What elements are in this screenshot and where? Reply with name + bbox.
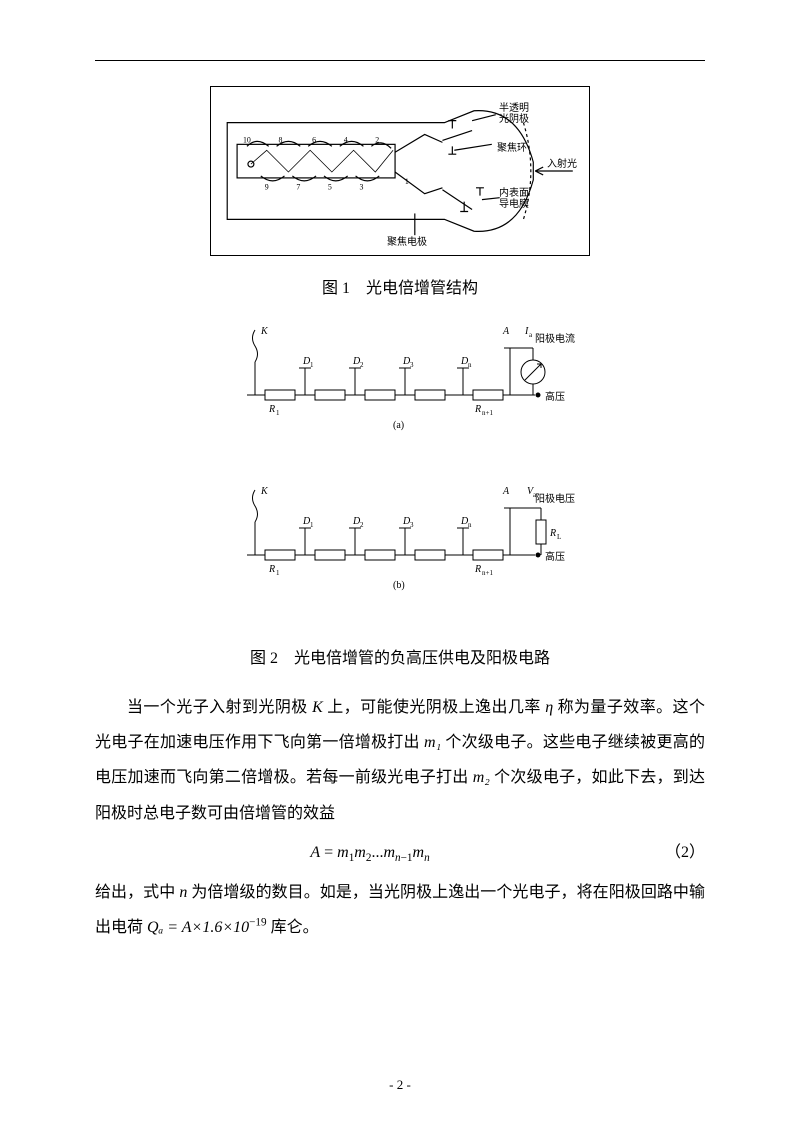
p1-a: 当一个光子入射到光阴极: [127, 699, 312, 716]
svg-text:a: a: [529, 331, 533, 339]
p2-Qa: Qₐ: [147, 919, 163, 936]
paragraph-2: 给出，式中 n 为倍增级的数目。如是，当光阴极上逸出一个光电子，将在阳极回路中输…: [95, 875, 705, 945]
svg-text:阳极电压: 阳极电压: [535, 492, 575, 505]
figure-2: K A Ia D1 D2 D3 Dn R1 Rn+1 (a) 阳极电流 高压 K…: [225, 320, 575, 630]
page-number: - 2 -: [0, 1077, 800, 1093]
figure-1-box: 10 8 6 4 2 9 7 5 3 1 半透明 光阴极 聚焦环 入射光 内表面…: [210, 86, 590, 256]
fig1-label-cathode: 半透明 光阴极: [499, 103, 529, 125]
svg-text:L: L: [557, 533, 561, 541]
svg-text:R: R: [474, 564, 481, 575]
header-rule: [95, 60, 705, 61]
svg-text:7: 7: [296, 183, 300, 192]
figure-2-svg: K A Ia D1 D2 D3 Dn R1 Rn+1 (a) 阳极电流 高压 K…: [225, 320, 575, 630]
svg-text:1: 1: [276, 409, 280, 417]
svg-text:1: 1: [276, 569, 280, 577]
svg-text:3: 3: [410, 361, 414, 369]
svg-text:(b): (b): [393, 580, 405, 591]
equation-number: （2）: [645, 835, 705, 870]
svg-text:高压: 高压: [545, 550, 565, 563]
figure-1-caption: 图 1 光电倍增管结构: [95, 274, 705, 298]
svg-text:A: A: [502, 486, 510, 497]
svg-text:2: 2: [375, 135, 379, 144]
svg-text:1: 1: [310, 361, 314, 369]
svg-text:1: 1: [405, 177, 409, 186]
svg-text:R: R: [268, 404, 275, 415]
svg-text:K: K: [260, 486, 269, 497]
p2-c: 库仑。: [267, 919, 319, 936]
svg-text:n+1: n+1: [482, 409, 493, 417]
svg-text:2: 2: [360, 361, 364, 369]
svg-text:n+1: n+1: [482, 569, 493, 577]
fig1-label-incident: 入射光: [547, 155, 577, 170]
fig1-label-focus-ring: 聚焦环: [497, 139, 527, 154]
svg-text:1: 1: [310, 521, 314, 529]
p2-eq: = A×1.6×10: [163, 919, 249, 936]
figure-2-caption: 图 2 光电倍增管的负高压供电及阳极电路: [95, 644, 705, 668]
p1-m2: m₂: [473, 769, 490, 786]
p1-b: 上，可能使光阴极上逸出几率: [323, 699, 545, 716]
fig1-label-inner: 内表面 导电膜: [499, 188, 529, 210]
svg-text:n: n: [468, 361, 472, 369]
svg-text:K: K: [260, 326, 269, 337]
svg-text:阳极电流: 阳极电流: [535, 332, 575, 345]
p1-eta: η: [545, 699, 553, 716]
svg-text:(a): (a): [393, 420, 404, 431]
p1-K: K: [312, 699, 323, 716]
svg-text:R: R: [474, 404, 481, 415]
svg-text:8: 8: [279, 135, 283, 144]
svg-text:R: R: [268, 564, 275, 575]
svg-text:高压: 高压: [545, 390, 565, 403]
svg-text:5: 5: [328, 183, 332, 192]
svg-text:3: 3: [410, 521, 414, 529]
svg-text:9: 9: [265, 183, 269, 192]
p2-a: 给出，式中: [95, 884, 179, 901]
svg-text:10: 10: [243, 135, 251, 144]
equation-2: A = m1m2...mn−1mn （2）: [95, 835, 705, 871]
svg-text:2: 2: [360, 521, 364, 529]
svg-text:6: 6: [312, 135, 316, 144]
svg-text:4: 4: [344, 135, 348, 144]
p1-m1: m₁: [424, 734, 441, 751]
paragraph-1: 当一个光子入射到光阴极 K 上，可能使光阴极上逸出几率 η 称为量子效率。这个光…: [95, 690, 705, 831]
fig1-label-focus-electrode: 聚焦电极: [387, 233, 427, 248]
svg-text:A: A: [502, 326, 510, 337]
p2-exp: −19: [249, 916, 267, 928]
svg-text:R: R: [549, 528, 556, 539]
svg-text:n: n: [468, 521, 472, 529]
svg-text:3: 3: [360, 183, 364, 192]
body-text: 当一个光子入射到光阴极 K 上，可能使光阴极上逸出几率 η 称为量子效率。这个光…: [95, 690, 705, 945]
